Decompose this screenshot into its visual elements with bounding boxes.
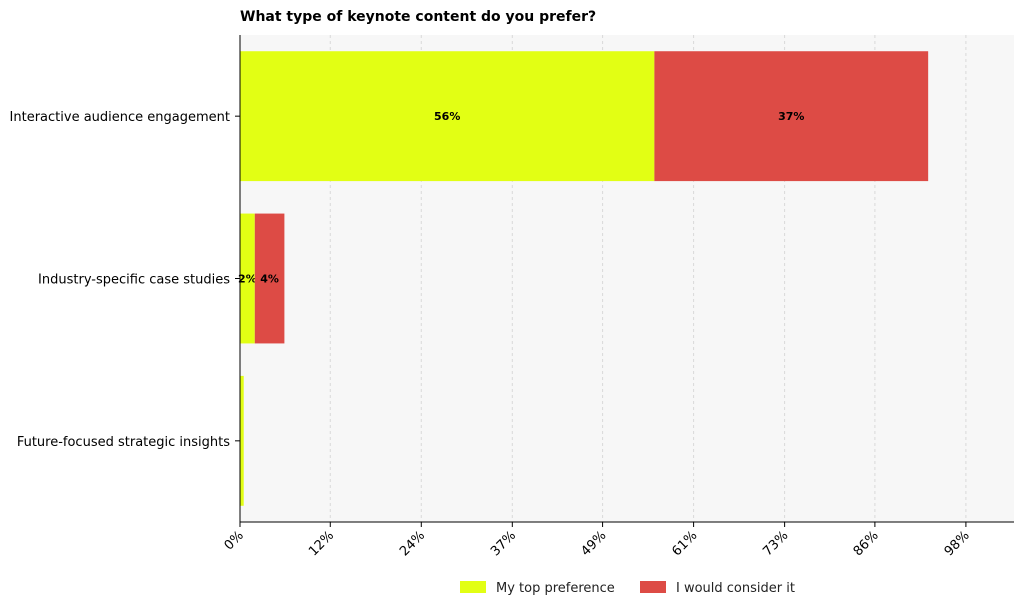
legend-label: I would consider it [676,581,795,596]
category-label: Industry-specific case studies [38,273,230,288]
bar-segment [240,213,255,344]
legend-swatch [640,581,666,593]
bar-segment [254,213,285,344]
x-tick-label: 0% [222,528,247,553]
bar-value-label: 2% [238,273,257,286]
x-tick-label: 49% [578,528,609,559]
category-label: Interactive audience engagement [10,110,230,125]
x-tick-label: 37% [488,528,519,559]
chart-title: What type of keynote content do you pref… [240,9,596,25]
x-tick-label: 98% [942,528,973,559]
x-tick-label: 73% [760,528,791,559]
bar-segment [240,375,244,506]
legend-swatch [460,581,486,593]
category-labels: Interactive audience engagement Industry-… [10,110,240,450]
x-tick-label: 61% [669,528,700,559]
bar-value-label: 4% [260,273,279,286]
bar-segment [654,51,929,182]
bar-value-label: 56% [434,110,460,123]
x-tick-label: 12% [306,528,337,559]
x-tick-label: 24% [397,528,428,559]
bar-value-label: 37% [778,110,804,123]
bar-segment [240,51,655,182]
legend-label: My top preference [496,581,615,596]
x-ticks: 0% 12% 24% 37% 49% 61% 73% 86% 98% [222,522,973,559]
x-tick-label: 86% [851,528,882,559]
category-label: Future-focused strategic insights [17,435,230,450]
legend: My top preference I would consider it [460,581,795,596]
bars: 56% 37% 2% 4% [238,51,929,506]
